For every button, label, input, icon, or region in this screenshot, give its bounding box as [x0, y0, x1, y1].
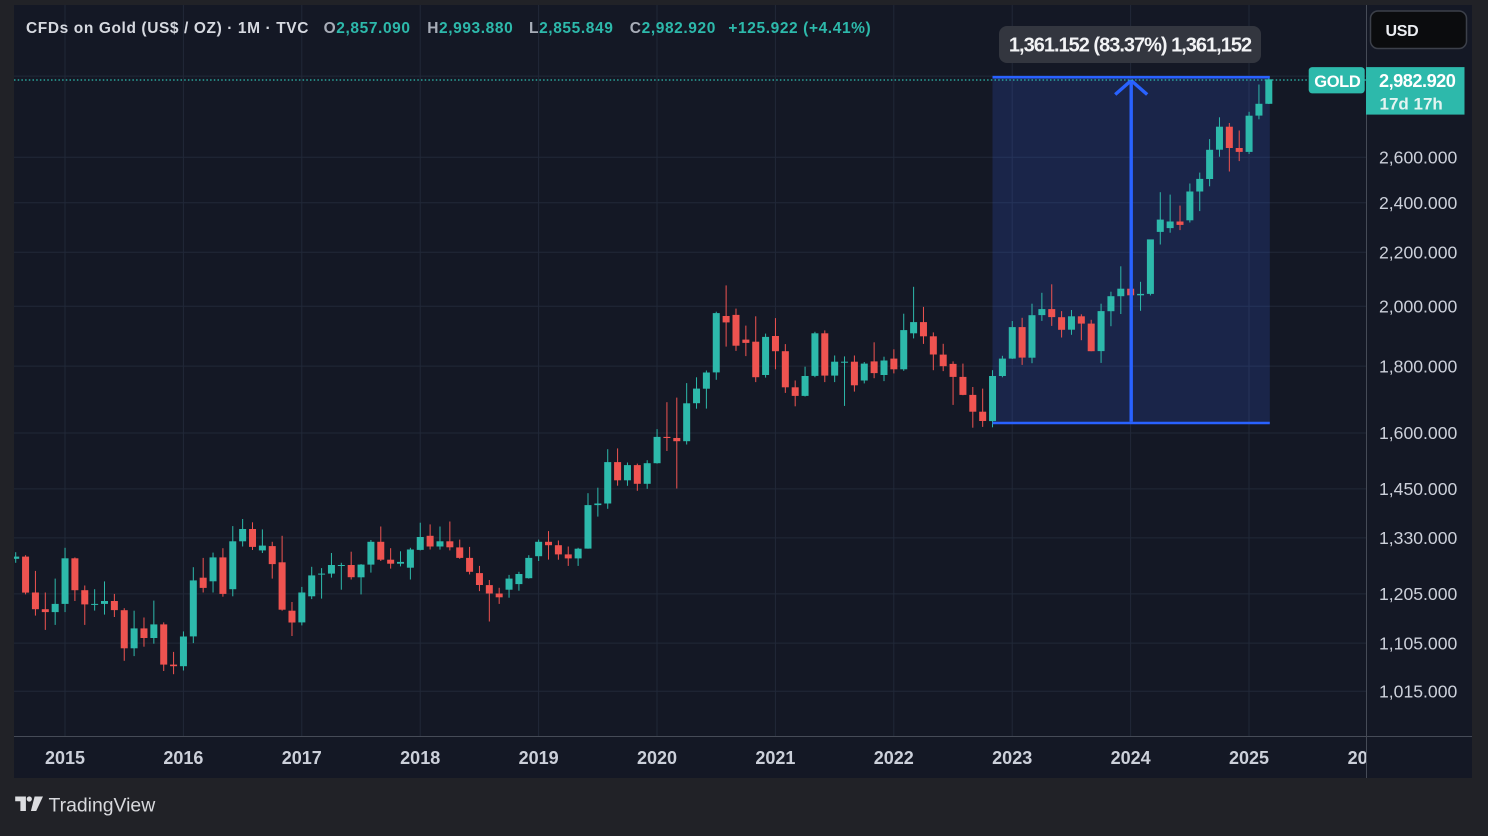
svg-text:1,205.000: 1,205.000: [1379, 584, 1457, 604]
svg-text:2,000.000: 2,000.000: [1379, 297, 1457, 317]
svg-text:2019: 2019: [519, 748, 559, 768]
svg-text:1,600.000: 1,600.000: [1379, 423, 1457, 443]
svg-text:C2,982.920: C2,982.920: [630, 20, 716, 37]
svg-text:2026: 2026: [1348, 748, 1388, 768]
svg-text:2015: 2015: [45, 748, 85, 768]
svg-text:L2,855.849: L2,855.849: [529, 20, 613, 37]
svg-text:2025: 2025: [1229, 748, 1269, 768]
svg-text:1,361.152 (83.37%) 1,361,152: 1,361.152 (83.37%) 1,361,152: [1009, 35, 1252, 57]
svg-text:1,015.000: 1,015.000: [1379, 682, 1457, 702]
svg-text:1,330.000: 1,330.000: [1379, 528, 1457, 548]
svg-text:2,200.000: 2,200.000: [1379, 242, 1457, 262]
svg-text:1,450.000: 1,450.000: [1379, 479, 1457, 499]
svg-text:2024: 2024: [1111, 748, 1151, 768]
svg-text:2022: 2022: [874, 748, 914, 768]
svg-text:2017: 2017: [282, 748, 322, 768]
svg-text:2,600.000: 2,600.000: [1379, 148, 1457, 168]
svg-text:2020: 2020: [637, 748, 677, 768]
svg-text:1,800.000: 1,800.000: [1379, 356, 1457, 376]
svg-text:+125.922 (+4.41%): +125.922 (+4.41%): [728, 20, 871, 37]
svg-text:2016: 2016: [163, 748, 203, 768]
svg-text:O2,857.090: O2,857.090: [324, 20, 411, 37]
svg-text:USD: USD: [1386, 23, 1419, 40]
svg-text:TradingView: TradingView: [49, 795, 157, 817]
svg-text:2,982.920: 2,982.920: [1379, 71, 1456, 91]
svg-text:2,400.000: 2,400.000: [1379, 193, 1457, 213]
svg-text:2023: 2023: [992, 748, 1032, 768]
svg-text:2018: 2018: [400, 748, 440, 768]
svg-text:GOLD: GOLD: [1314, 73, 1361, 91]
svg-text:CFDs on Gold (US$ / OZ) · 1M ·: CFDs on Gold (US$ / OZ) · 1M · TVC: [26, 20, 309, 37]
svg-text:1,105.000: 1,105.000: [1379, 633, 1457, 653]
svg-text:17d 17h: 17d 17h: [1380, 95, 1443, 114]
svg-text:H2,993.880: H2,993.880: [427, 20, 513, 37]
svg-text:2021: 2021: [755, 748, 795, 768]
